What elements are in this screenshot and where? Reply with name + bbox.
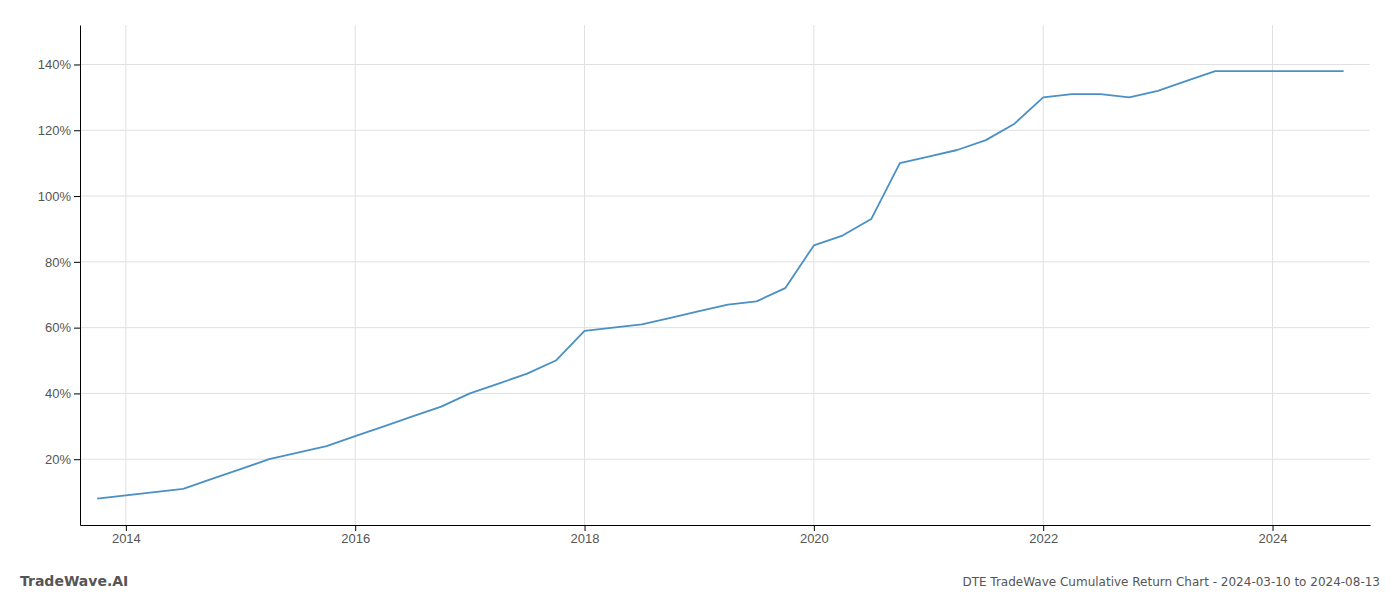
tick-label: 40%	[45, 386, 71, 401]
tick: 40%	[45, 386, 80, 401]
grid-line	[1043, 25, 1044, 525]
tick-label: 120%	[38, 123, 72, 138]
grid-line	[80, 327, 1370, 328]
tick-label: 100%	[38, 189, 72, 204]
watermark: TradeWave.AI	[20, 573, 128, 589]
axis-line	[80, 26, 81, 526]
tick-mark	[74, 459, 80, 460]
tick-mark	[126, 525, 127, 531]
tick: 140%	[38, 57, 80, 72]
tick: 2022	[1029, 525, 1058, 546]
tick-label: 2016	[341, 531, 370, 546]
title: DTE TradeWave Cumulative Return Chart - …	[962, 575, 1380, 589]
tick-label: 2014	[112, 531, 141, 546]
grid	[80, 25, 1370, 525]
tick-mark	[585, 525, 586, 531]
tick-label: 2020	[800, 531, 829, 546]
grid-line	[80, 130, 1370, 131]
x-axis: 2014 2016 2018 2020 2022 2024	[81, 525, 1371, 546]
grid-line	[80, 393, 1370, 394]
tick-mark	[74, 328, 80, 329]
tick: 100%	[38, 189, 80, 204]
tick: 2016	[341, 525, 370, 546]
tick: 2018	[571, 525, 600, 546]
tick-mark	[814, 525, 815, 531]
tick: 2020	[800, 525, 829, 546]
tick-label: 2018	[571, 531, 600, 546]
tick: 20%	[45, 452, 80, 467]
tick-label: 2024	[1259, 531, 1288, 546]
tick-mark	[74, 130, 80, 131]
grid-line	[80, 261, 1370, 262]
tick: 120%	[38, 123, 80, 138]
tick-mark	[1043, 525, 1044, 531]
grid-line	[584, 25, 585, 525]
tick-label: 20%	[45, 452, 71, 467]
marks	[97, 71, 1343, 499]
grid-line	[813, 25, 814, 525]
tick-mark	[355, 525, 356, 531]
y-axis: 20% 40% 60% 80% 100% 120% 140%	[38, 26, 81, 526]
tick-label: 80%	[45, 255, 71, 270]
grid-line	[1272, 25, 1273, 525]
axis-line	[81, 525, 1371, 526]
grid-line	[80, 64, 1370, 65]
grid-line	[355, 25, 356, 525]
tick: 80%	[45, 255, 80, 270]
grid-line	[125, 25, 126, 525]
tick-mark	[74, 196, 80, 197]
tick-label: 140%	[38, 57, 72, 72]
tick-label: 2022	[1029, 531, 1058, 546]
line	[97, 71, 1343, 499]
tick-mark	[74, 393, 80, 394]
tick-mark	[74, 262, 80, 263]
tick: 60%	[45, 320, 80, 335]
grid-line	[80, 196, 1370, 197]
tick-mark	[1273, 525, 1274, 531]
chart: 2014 2016 2018 2020 2022 2024 20% 40% 60% 80% 100%…	[0, 0, 1400, 600]
tick: 2024	[1259, 525, 1288, 546]
tick-mark	[74, 64, 80, 65]
tick: 2014	[112, 525, 141, 546]
plot-area: 2014 2016 2018 2020 2022 2024 20% 40% 60% 80% 100%…	[38, 25, 1371, 546]
tick-label: 60%	[45, 320, 71, 335]
